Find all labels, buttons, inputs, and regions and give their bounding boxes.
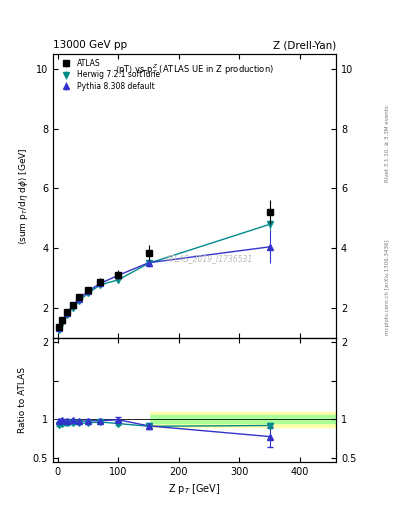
Bar: [53, 412, 149, 427]
Text: Rivet 3.1.10, ≥ 3.3M events: Rivet 3.1.10, ≥ 3.3M events: [385, 105, 390, 182]
Text: $\langle$pT$\rangle$ vs p$_T^Z$ (ATLAS UE in Z production): $\langle$pT$\rangle$ vs p$_T^Z$ (ATLAS U…: [115, 62, 274, 77]
X-axis label: Z p$_T$ [GeV]: Z p$_T$ [GeV]: [168, 482, 221, 496]
Y-axis label: $\langle$sum p$_T$/d$\eta$ d$\phi\rangle$ [GeV]: $\langle$sum p$_T$/d$\eta$ d$\phi\rangle…: [17, 147, 30, 245]
Text: 13000 GeV pp: 13000 GeV pp: [53, 40, 127, 50]
Text: mcplots.cern.ch [arXiv:1306.3436]: mcplots.cern.ch [arXiv:1306.3436]: [385, 239, 390, 334]
Text: Z (Drell-Yan): Z (Drell-Yan): [273, 40, 336, 50]
Bar: [53, 412, 336, 427]
Bar: [53, 415, 336, 423]
Legend: ATLAS, Herwig 7.2.1 softTune, Pythia 8.308 default: ATLAS, Herwig 7.2.1 softTune, Pythia 8.3…: [57, 57, 162, 92]
Text: ATLAS_2019_I1736531: ATLAS_2019_I1736531: [165, 254, 252, 263]
Bar: [53, 415, 149, 423]
Y-axis label: Ratio to ATLAS: Ratio to ATLAS: [18, 367, 27, 433]
